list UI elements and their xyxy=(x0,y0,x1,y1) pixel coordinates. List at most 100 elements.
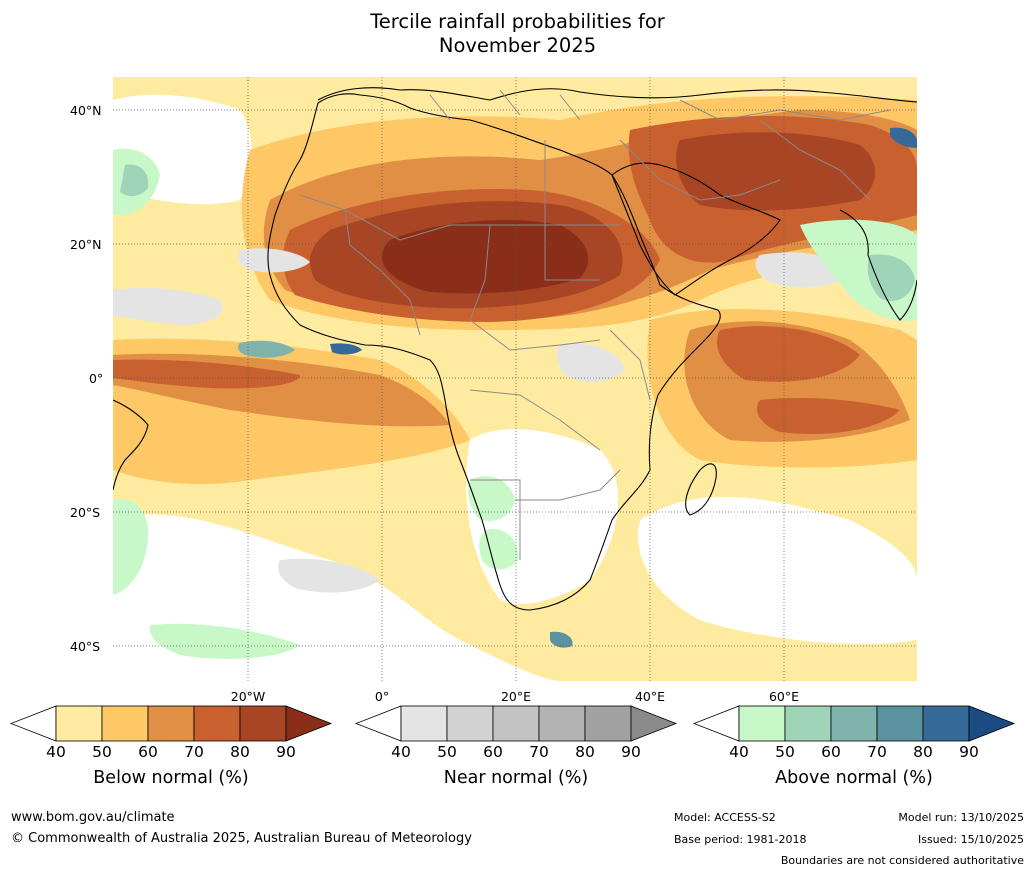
border-europe xyxy=(429,89,581,121)
border-sahara-east xyxy=(490,224,600,281)
border-chad-sudan xyxy=(469,224,491,321)
lat-label-40n: 40°N xyxy=(70,103,102,118)
below-normal-swatch-60-70 xyxy=(147,705,195,742)
above-tick-60: 60 xyxy=(821,743,841,761)
border-congo-basin xyxy=(469,389,601,451)
near-tick-40: 40 xyxy=(391,743,411,761)
below-normal-70-indian-ocean-south xyxy=(756,398,900,434)
border-angola-namibia xyxy=(470,479,521,560)
coastlines xyxy=(113,87,917,611)
above-normal-70-gulf-of-guinea xyxy=(330,343,362,355)
near-normal-swatch-60-70 xyxy=(492,705,540,742)
near-tick-80: 80 xyxy=(575,743,595,761)
below-normal-min-arrow xyxy=(10,705,57,742)
lat-label-40s: 40°S xyxy=(70,639,101,654)
near-tick-60: 60 xyxy=(483,743,503,761)
base-period-text: Base period: 1981-2018 xyxy=(674,833,807,846)
near-normal-label: Near normal (%) xyxy=(443,768,589,788)
above-normal-60-gulf-of-guinea xyxy=(237,340,295,358)
above-normal-50-south-atlantic xyxy=(113,499,149,595)
above-normal-label: Above normal (%) xyxy=(775,768,933,788)
below-normal-70-indian-ocean xyxy=(717,326,860,382)
lon-label-20w: 20°W xyxy=(230,689,266,704)
lon-label-60e: 60°E xyxy=(768,689,800,704)
near-tick-90: 90 xyxy=(621,743,641,761)
above-tick-50: 50 xyxy=(775,743,795,761)
map-title-line-1: Tercile rainfall probabilities for xyxy=(370,10,665,33)
near-normal-40-atlantic-west xyxy=(113,288,223,325)
arabian-peninsula-coastline xyxy=(611,162,781,296)
near-normal-swatch-80-90 xyxy=(584,705,632,742)
above-normal-60-india xyxy=(867,254,915,301)
graticule xyxy=(113,77,917,681)
above-normal-swatch-50-60 xyxy=(784,705,832,742)
lon-label-40e: 40°E xyxy=(634,689,666,704)
border-east-africa xyxy=(609,329,651,401)
above-normal-swatch-40-50 xyxy=(738,705,786,742)
above-normal-swatch-60-70 xyxy=(830,705,878,742)
above-normal-80-persian-gulf xyxy=(890,127,917,148)
border-central-africa xyxy=(469,319,601,351)
low-signal-region-south-indian xyxy=(638,496,917,644)
near-normal-40-central-africa xyxy=(556,343,625,382)
lon-label-20e: 20°E xyxy=(500,689,532,704)
border-iran-region xyxy=(759,119,871,201)
near-normal-max-arrow xyxy=(630,705,678,742)
above-normal-50-southern-africa xyxy=(468,476,515,521)
brazil-coastline xyxy=(113,399,149,491)
near-normal-swatch-40-50 xyxy=(400,705,448,742)
border-middle-east xyxy=(619,139,781,201)
below-tick-40: 40 xyxy=(46,743,66,761)
near-normal-swatch-50-60 xyxy=(446,705,494,742)
above-normal-swatch-80-90 xyxy=(922,705,970,742)
lat-label-20s: 20°S xyxy=(70,505,101,520)
map-title-line-2: November 2025 xyxy=(438,34,597,57)
lon-label-0: 0° xyxy=(374,689,390,704)
lat-label-equator: 0° xyxy=(89,371,104,386)
above-normal-max-arrow xyxy=(968,705,1016,742)
above-normal-60-north-atlantic xyxy=(120,164,149,197)
map-field xyxy=(113,77,917,681)
africa-coastline xyxy=(267,93,721,611)
colorbar-below-normal xyxy=(10,705,333,742)
below-tick-90: 90 xyxy=(276,743,296,761)
above-normal-min-arrow xyxy=(693,705,740,742)
model-run-text: Model run: 13/10/2025 xyxy=(898,811,1024,824)
copyright-text: © Commonwealth of Australia 2025, Austra… xyxy=(11,831,472,846)
colorbar-above-normal xyxy=(693,705,1016,742)
issued-text: Issued: 15/10/2025 xyxy=(917,833,1024,846)
near-normal-40-south-atlantic xyxy=(278,558,380,593)
below-normal-80-arabia xyxy=(676,132,875,211)
below-normal-swatch-50-60 xyxy=(101,705,149,742)
above-normal-50-southern-ocean xyxy=(149,623,300,659)
below-tick-70: 70 xyxy=(184,743,204,761)
below-tick-50: 50 xyxy=(92,743,112,761)
below-normal-70-equatorial-atlantic xyxy=(113,359,300,389)
near-tick-70: 70 xyxy=(529,743,549,761)
website-link[interactable]: www.bom.gov.au/climate xyxy=(11,810,175,825)
above-tick-80: 80 xyxy=(913,743,933,761)
below-normal-90-sahara-core xyxy=(381,220,589,294)
india-coastline xyxy=(839,209,917,321)
lat-label-20n: 20°N xyxy=(70,237,102,252)
model-text: Model: ACCESS-S2 xyxy=(674,811,776,824)
below-normal-swatch-40-50 xyxy=(55,705,103,742)
above-tick-90: 90 xyxy=(959,743,979,761)
border-sahara-west xyxy=(344,209,490,241)
europe-coastline xyxy=(317,87,917,103)
below-normal-label: Below normal (%) xyxy=(93,768,249,788)
border-west-africa xyxy=(299,194,421,336)
below-normal-swatch-70-80 xyxy=(193,705,241,742)
near-normal-min-arrow xyxy=(355,705,402,742)
country-borders xyxy=(299,89,891,560)
above-normal-70-southern-ocean xyxy=(550,631,573,648)
below-tick-80: 80 xyxy=(230,743,250,761)
near-tick-50: 50 xyxy=(437,743,457,761)
near-normal-40-atlantic-sw xyxy=(237,248,310,273)
disclaimer-text: Boundaries are not considered authoritat… xyxy=(780,854,1024,867)
border-southern-africa xyxy=(515,469,621,501)
below-normal-max-arrow xyxy=(285,705,333,742)
above-normal-swatch-70-80 xyxy=(876,705,924,742)
above-tick-70: 70 xyxy=(867,743,887,761)
